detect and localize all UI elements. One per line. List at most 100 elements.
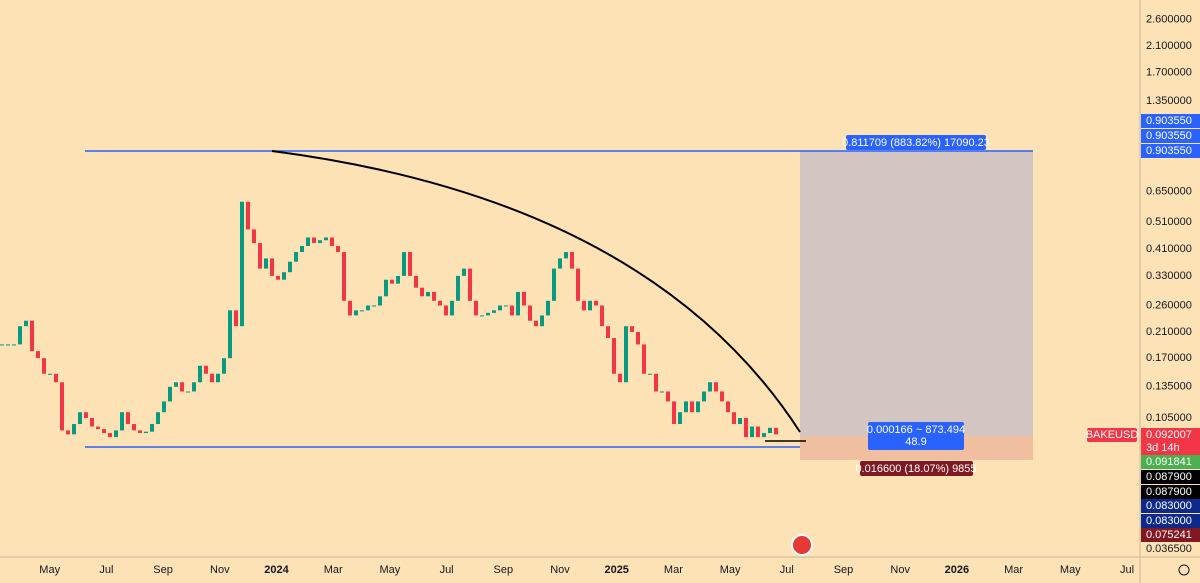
candle [282,272,286,280]
stop-label-box: 0.016600 (18.07%) 9855 [855,461,977,476]
y-tick-label: 0.170000 [1146,352,1192,364]
candle [564,252,568,259]
candle [264,258,268,269]
x-tick-label: 2026 [945,564,969,576]
x-tick-label: 2025 [604,564,628,576]
x-tick-label: 2024 [264,564,289,576]
candle [714,382,718,392]
candle [30,320,34,352]
candle [396,275,400,284]
price-tag-label: 0.091841 [1146,456,1192,468]
y-tick-label: 0.036500 [1146,543,1192,555]
x-tick-label: Nov [210,564,230,576]
candle [216,373,220,383]
price-tag [1141,144,1200,158]
candle [180,382,184,392]
candle [672,401,676,425]
x-tick-label: May [380,564,401,576]
candle [354,310,358,316]
x-tick-label: Sep [153,564,173,576]
x-tick-label: Jul [780,564,794,576]
candle [192,382,196,392]
candle [636,331,640,345]
candle [678,412,682,425]
target-zone [800,151,1033,436]
candle [534,320,538,327]
candle [504,305,508,307]
candle [162,401,166,413]
candle [756,426,760,438]
candle [708,382,712,392]
candle [498,305,502,311]
candle [6,344,10,346]
candle [768,427,772,434]
candle [630,326,634,332]
candle [240,201,244,327]
candle [78,412,82,425]
x-tick-label: Jul [99,564,113,576]
candle [138,430,142,434]
x-tick-label: May [1060,564,1081,576]
y-tick-label: 2.100000 [1146,40,1192,52]
candle [414,275,418,288]
y-axis: 2.600000 2.100000 1.700000 1.350000 0.650000… [1146,14,1192,555]
candle [750,426,754,438]
candle [582,300,586,311]
candle [516,291,520,316]
y-tick-label: 0.135000 [1146,381,1192,393]
x-tick-label: Mar [1004,564,1023,576]
price-tag-label: 0.083000 [1146,515,1192,527]
candle [348,300,352,316]
x-tick-label: Mar [664,564,683,576]
y-tick-label: 2.600000 [1146,14,1192,26]
candle [330,237,334,246]
countdown-bg [1141,442,1200,455]
candle [600,305,604,327]
price-tag-label: 0.087900 [1146,471,1192,483]
price-tag-label: 0.903550 [1146,145,1192,157]
candle [114,430,118,438]
candle [246,201,250,230]
candle [690,401,694,413]
candle [318,240,322,244]
candle [612,338,616,374]
candle [468,268,472,301]
x-tick-label: Sep [834,564,854,576]
candle [480,315,484,317]
y-tick-label: 0.410000 [1146,243,1192,255]
price-tag [1141,428,1200,442]
x-tick-label: Mar [324,564,343,576]
candle [336,245,340,253]
settings-icon[interactable] [1178,564,1190,576]
candle [168,386,172,402]
price-tags: 0.903550 0.903550 0.903550 0.092007 0.091841… [1141,114,1200,542]
center-label: 48.9 [905,436,926,448]
candle [48,373,52,375]
candle [420,287,424,297]
candle [486,312,490,316]
candle [186,391,190,393]
candle [108,433,112,438]
stop-label: 0.016600 (18.07%) 9855 [855,463,976,475]
candle [762,433,766,438]
candle [510,305,514,316]
candle [60,382,64,431]
price-tag-label: 0.087900 [1146,486,1192,498]
x-axis: arMayJulSepNov2024MarMayJulSepNov2025Mar… [39,564,1134,576]
candle [522,291,526,306]
candle [84,412,88,418]
candle [558,258,562,269]
candle [258,243,262,269]
candle [456,275,460,301]
center-label-box: 0.000166 ~ 873.494 48.9 [867,422,965,450]
price-tag [1141,499,1200,513]
candle [252,229,256,244]
price-tag [1141,528,1200,542]
candle [18,326,22,345]
candle [66,430,70,435]
candle [462,268,466,276]
candle [366,305,370,311]
price-tag [1141,514,1200,528]
candle [654,373,658,392]
